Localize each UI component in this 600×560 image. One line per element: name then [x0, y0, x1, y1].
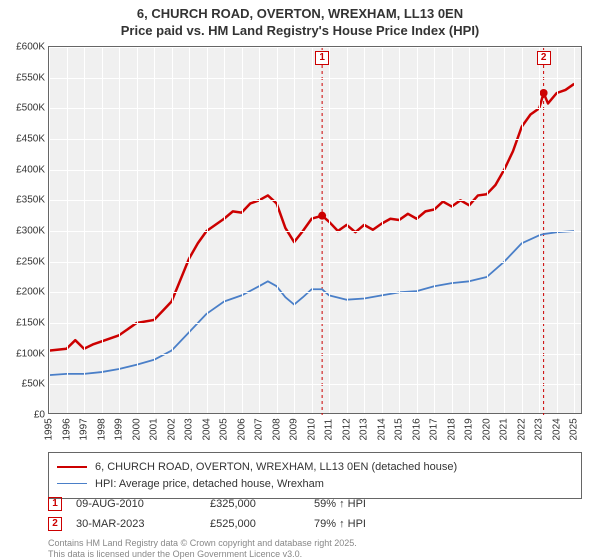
- sale-marker-flag: 2: [537, 51, 551, 65]
- y-tick-label: £200K: [16, 287, 45, 298]
- x-tick-label: 2016: [409, 417, 425, 447]
- x-tick-label: 2009: [286, 417, 302, 447]
- attribution-line: Contains HM Land Registry data © Crown c…: [48, 538, 357, 549]
- legend: 6, CHURCH ROAD, OVERTON, WREXHAM, LL13 0…: [48, 452, 582, 499]
- y-tick-label: £50K: [22, 379, 45, 390]
- sale-date: 09-AUG-2010: [76, 498, 196, 510]
- x-tick-label: 1998: [94, 417, 110, 447]
- x-tick-label: 2017: [426, 417, 442, 447]
- legend-swatch: [57, 466, 87, 468]
- x-tick-label: 2008: [269, 417, 285, 447]
- x-tick-label: 1999: [111, 417, 127, 447]
- table-row: 1 09-AUG-2010 £325,000 59% ↑ HPI: [48, 494, 582, 514]
- x-tick-label: 2011: [321, 417, 337, 447]
- y-tick-label: £100K: [16, 348, 45, 359]
- legend-item: 6, CHURCH ROAD, OVERTON, WREXHAM, LL13 0…: [57, 459, 573, 476]
- x-tick-label: 2025: [566, 417, 582, 447]
- title-line-2: Price paid vs. HM Land Registry's House …: [0, 23, 600, 40]
- y-tick-label: £450K: [16, 134, 45, 145]
- x-tick-label: 2015: [391, 417, 407, 447]
- y-tick-label: £350K: [16, 195, 45, 206]
- x-tick-label: 2002: [164, 417, 180, 447]
- x-tick-label: 2013: [356, 417, 372, 447]
- sales-table: 1 09-AUG-2010 £325,000 59% ↑ HPI 2 30-MA…: [48, 494, 582, 534]
- y-tick-label: £550K: [16, 72, 45, 83]
- legend-label: 6, CHURCH ROAD, OVERTON, WREXHAM, LL13 0…: [95, 459, 457, 476]
- sale-marker-flag: 1: [315, 51, 329, 65]
- x-tick-label: 2010: [304, 417, 320, 447]
- x-tick-label: 2012: [339, 417, 355, 447]
- legend-label: HPI: Average price, detached house, Wrex…: [95, 476, 324, 493]
- x-tick-label: 2006: [234, 417, 250, 447]
- x-tick-label: 1997: [76, 417, 92, 447]
- x-tick-label: 2001: [146, 417, 162, 447]
- y-tick-label: £600K: [16, 42, 45, 53]
- x-tick-label: 2021: [496, 417, 512, 447]
- plot-inner: £0£50K£100K£150K£200K£250K£300K£350K£400…: [49, 47, 581, 413]
- y-tick-label: £150K: [16, 318, 45, 329]
- x-tick-label: 2020: [479, 417, 495, 447]
- sale-hpi: 79% ↑ HPI: [314, 518, 414, 530]
- x-tick-label: 2014: [374, 417, 390, 447]
- x-tick-label: 2018: [444, 417, 460, 447]
- sale-price: £325,000: [210, 498, 300, 510]
- y-tick-label: £500K: [16, 103, 45, 114]
- attribution: Contains HM Land Registry data © Crown c…: [48, 538, 357, 560]
- x-tick-label: 2000: [129, 417, 145, 447]
- x-tick-label: 2019: [461, 417, 477, 447]
- y-tick-label: £300K: [16, 226, 45, 237]
- sale-date: 30-MAR-2023: [76, 518, 196, 530]
- x-tick-label: 2003: [181, 417, 197, 447]
- x-tick-label: 2024: [549, 417, 565, 447]
- x-tick-label: 2004: [199, 417, 215, 447]
- sale-price: £525,000: [210, 518, 300, 530]
- y-tick-label: £400K: [16, 164, 45, 175]
- title-block: 6, CHURCH ROAD, OVERTON, WREXHAM, LL13 0…: [0, 0, 600, 40]
- attribution-line: This data is licensed under the Open Gov…: [48, 549, 357, 560]
- title-line-1: 6, CHURCH ROAD, OVERTON, WREXHAM, LL13 0…: [0, 6, 600, 23]
- y-tick-label: £250K: [16, 256, 45, 267]
- x-tick-label: 2007: [251, 417, 267, 447]
- sale-hpi: 59% ↑ HPI: [314, 498, 414, 510]
- x-tick-label: 1996: [59, 417, 75, 447]
- plot-area: £0£50K£100K£150K£200K£250K£300K£350K£400…: [48, 46, 582, 414]
- line-svg: [49, 47, 581, 413]
- x-tick-label: 2023: [531, 417, 547, 447]
- legend-item: HPI: Average price, detached house, Wrex…: [57, 476, 573, 493]
- legend-swatch: [57, 483, 87, 484]
- chart-container: 6, CHURCH ROAD, OVERTON, WREXHAM, LL13 0…: [0, 0, 600, 560]
- table-row: 2 30-MAR-2023 £525,000 79% ↑ HPI: [48, 514, 582, 534]
- x-tick-label: 1995: [41, 417, 57, 447]
- x-tick-label: 2005: [216, 417, 232, 447]
- x-tick-label: 2022: [514, 417, 530, 447]
- sale-marker-box: 2: [48, 517, 62, 531]
- sale-marker-box: 1: [48, 497, 62, 511]
